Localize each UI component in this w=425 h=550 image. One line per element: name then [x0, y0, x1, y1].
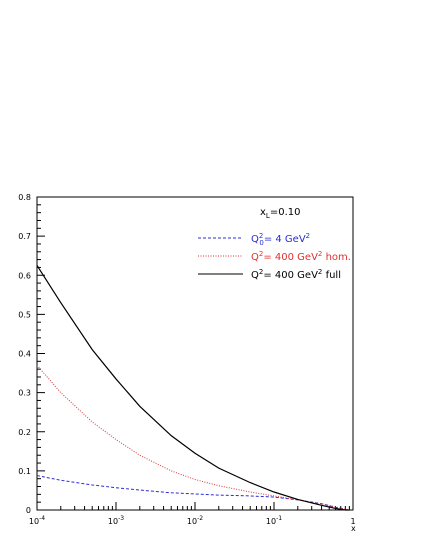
x-tick-label: 10-2	[187, 515, 203, 526]
y-tick-label: 0.1	[18, 467, 31, 476]
xl-annotation: xL=0.10	[260, 207, 300, 220]
y-tick-label: 0.3	[18, 389, 31, 398]
y-tick-label: 0.8	[18, 193, 31, 202]
y-tick-label: 0.2	[18, 428, 31, 437]
x-tick-label: 1	[350, 517, 355, 526]
xl-annotation-rest: =0.10	[270, 207, 301, 218]
xl-annotation-sub: L	[266, 212, 270, 220]
tick-labels: 0 0.1 0.2 0.3 0.4 0.5 0.6 0.7 0.8 10-4 10-3 10-2 10-…	[18, 193, 355, 526]
legend-label-0: Q2 0= 4 GeV2	[251, 232, 310, 247]
y-tick-label: 0	[26, 506, 31, 515]
x-tick-label: 10-3	[108, 515, 124, 526]
y-tick-label: 0.5	[18, 310, 31, 319]
xl-annotation-main: x	[260, 207, 266, 218]
x-tick-label: 10-4	[29, 515, 45, 526]
x-axis-label: x	[351, 524, 356, 533]
series-line-0	[36, 475, 350, 511]
legend: Q2 0= 4 GeV2 Q2= 400 GeV2 hom. Q2= 400 GeV2…	[198, 232, 351, 281]
y-tick-label: 0.7	[18, 232, 31, 241]
axis-ticks	[36, 196, 354, 511]
legend-label-2: Q2= 400 GeV2 full	[251, 268, 341, 281]
series-lines	[36, 265, 350, 511]
x-tick-label: 10-1	[266, 515, 282, 526]
series-line-2	[36, 265, 350, 511]
legend-label-1: Q2= 400 GeV2 hom.	[251, 250, 351, 263]
y-tick-label: 0.4	[18, 350, 31, 359]
series-line-1	[36, 364, 350, 511]
y-tick-label: 0.6	[18, 271, 31, 280]
